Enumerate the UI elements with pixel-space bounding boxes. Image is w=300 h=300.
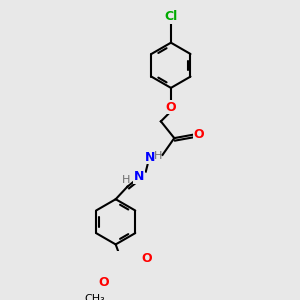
Text: CH₃: CH₃: [84, 294, 105, 300]
Text: Cl: Cl: [164, 10, 178, 23]
Text: H: H: [154, 151, 163, 161]
Text: N: N: [145, 151, 155, 164]
Text: O: O: [193, 128, 204, 141]
Text: O: O: [166, 100, 176, 114]
Text: O: O: [141, 252, 152, 265]
Text: H: H: [122, 175, 130, 185]
Text: N: N: [134, 170, 144, 183]
Text: O: O: [99, 276, 109, 289]
